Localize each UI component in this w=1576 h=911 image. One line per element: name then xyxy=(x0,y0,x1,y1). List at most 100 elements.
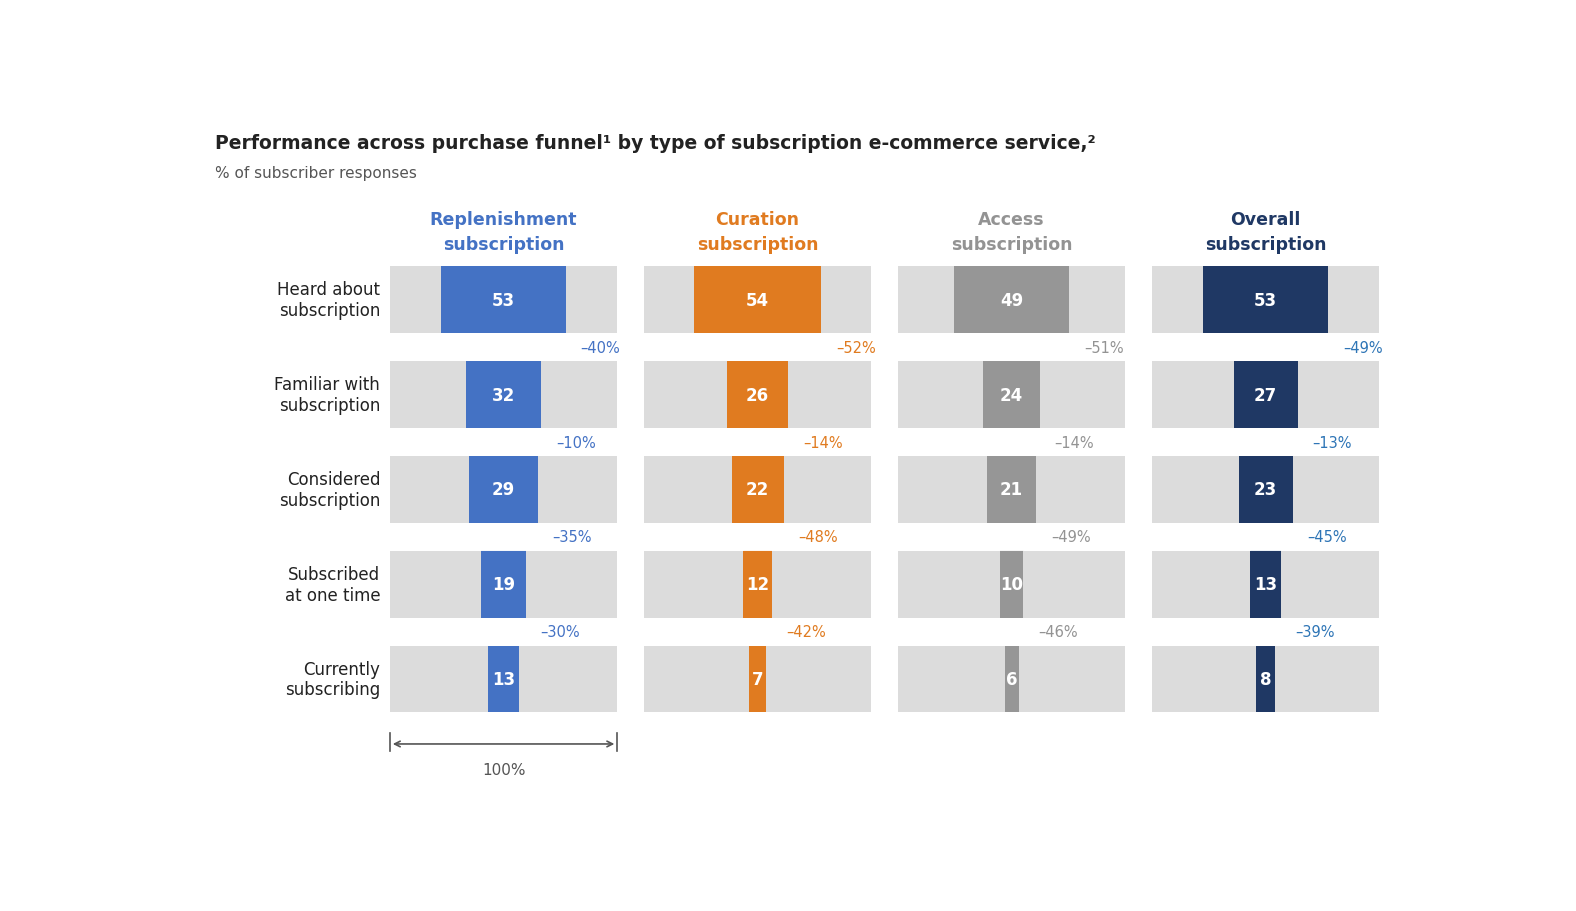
Bar xyxy=(645,267,872,333)
Bar xyxy=(481,551,526,618)
Text: –14%: –14% xyxy=(802,435,843,450)
Text: 12: 12 xyxy=(745,576,769,594)
Text: 26: 26 xyxy=(745,386,769,404)
Polygon shape xyxy=(693,267,821,295)
Polygon shape xyxy=(744,551,772,579)
Bar xyxy=(1239,456,1292,523)
Polygon shape xyxy=(470,456,537,485)
Text: –30%: –30% xyxy=(541,624,580,640)
Text: 13: 13 xyxy=(1254,576,1277,594)
Bar xyxy=(727,362,788,428)
Text: Familiar with
subscription: Familiar with subscription xyxy=(274,376,380,415)
Bar xyxy=(389,646,618,712)
Polygon shape xyxy=(481,551,526,579)
Bar xyxy=(489,646,519,712)
Bar xyxy=(645,551,872,618)
Bar xyxy=(983,362,1040,428)
Polygon shape xyxy=(953,267,1070,295)
Polygon shape xyxy=(1250,551,1281,579)
Text: Heard about
subscription: Heard about subscription xyxy=(277,281,380,320)
Bar xyxy=(1152,267,1379,333)
Bar xyxy=(441,267,566,333)
Text: –42%: –42% xyxy=(786,624,826,640)
Text: –13%: –13% xyxy=(1313,435,1352,450)
Bar xyxy=(898,646,1125,712)
Text: 54: 54 xyxy=(745,292,769,310)
Bar xyxy=(731,456,783,523)
Text: –39%: –39% xyxy=(1295,624,1335,640)
Text: 22: 22 xyxy=(745,481,769,499)
Polygon shape xyxy=(441,267,566,295)
Text: –14%: –14% xyxy=(1054,435,1094,450)
Text: 49: 49 xyxy=(1001,292,1023,310)
Bar xyxy=(999,551,1023,618)
Text: Overall
subscription: Overall subscription xyxy=(1206,211,1327,254)
Text: –40%: –40% xyxy=(580,341,621,355)
Text: 8: 8 xyxy=(1259,670,1272,688)
Text: Currently
subscribing: Currently subscribing xyxy=(285,660,380,699)
Bar xyxy=(1250,551,1281,618)
Text: 27: 27 xyxy=(1254,386,1278,404)
Text: –52%: –52% xyxy=(835,341,876,355)
Polygon shape xyxy=(1234,362,1297,390)
Text: 53: 53 xyxy=(1254,292,1277,310)
Text: Access
subscription: Access subscription xyxy=(950,211,1072,254)
Text: Replenishment
subscription: Replenishment subscription xyxy=(430,211,577,254)
Text: –48%: –48% xyxy=(797,529,838,545)
Polygon shape xyxy=(983,362,1040,390)
Bar xyxy=(953,267,1070,333)
Bar xyxy=(987,456,1037,523)
Text: 13: 13 xyxy=(492,670,515,688)
Text: 32: 32 xyxy=(492,386,515,404)
Text: 29: 29 xyxy=(492,481,515,499)
Bar xyxy=(389,551,618,618)
Text: –51%: –51% xyxy=(1084,341,1124,355)
Bar xyxy=(470,456,537,523)
Text: 19: 19 xyxy=(492,576,515,594)
Bar xyxy=(1152,362,1379,428)
Bar xyxy=(645,646,872,712)
Polygon shape xyxy=(466,362,541,390)
Bar xyxy=(1204,267,1329,333)
Text: 53: 53 xyxy=(492,292,515,310)
Bar xyxy=(389,362,618,428)
Text: Performance across purchase funnel¹ by type of subscription e-commerce service,²: Performance across purchase funnel¹ by t… xyxy=(216,134,1095,153)
Polygon shape xyxy=(999,551,1023,579)
Bar xyxy=(1152,456,1379,523)
Bar xyxy=(645,456,872,523)
Bar xyxy=(898,456,1125,523)
Bar xyxy=(1004,646,1018,712)
Bar xyxy=(1256,646,1275,712)
Bar xyxy=(466,362,541,428)
Bar xyxy=(1152,551,1379,618)
Text: –49%: –49% xyxy=(1051,529,1091,545)
Bar xyxy=(693,267,821,333)
Text: Curation
subscription: Curation subscription xyxy=(697,211,818,254)
Polygon shape xyxy=(731,456,783,485)
Bar xyxy=(645,362,872,428)
Text: –46%: –46% xyxy=(1039,624,1078,640)
Polygon shape xyxy=(727,362,788,390)
Bar xyxy=(389,456,618,523)
Text: –10%: –10% xyxy=(556,435,596,450)
Text: 24: 24 xyxy=(1001,386,1023,404)
Text: –35%: –35% xyxy=(553,529,593,545)
Text: 6: 6 xyxy=(1005,670,1018,688)
Text: Subscribed
at one time: Subscribed at one time xyxy=(285,565,380,604)
Text: 100%: 100% xyxy=(482,762,525,777)
Polygon shape xyxy=(1204,267,1329,295)
Text: 23: 23 xyxy=(1254,481,1278,499)
Bar xyxy=(1152,646,1379,712)
Polygon shape xyxy=(1239,456,1292,485)
Text: 21: 21 xyxy=(1001,481,1023,499)
Bar xyxy=(898,267,1125,333)
Bar xyxy=(749,646,766,712)
Bar xyxy=(898,362,1125,428)
Bar xyxy=(389,267,618,333)
Text: 10: 10 xyxy=(1001,576,1023,594)
Text: % of subscriber responses: % of subscriber responses xyxy=(216,166,418,180)
Text: –49%: –49% xyxy=(1343,341,1382,355)
Polygon shape xyxy=(987,456,1037,485)
Text: Considered
subscription: Considered subscription xyxy=(279,470,380,509)
Bar xyxy=(744,551,772,618)
